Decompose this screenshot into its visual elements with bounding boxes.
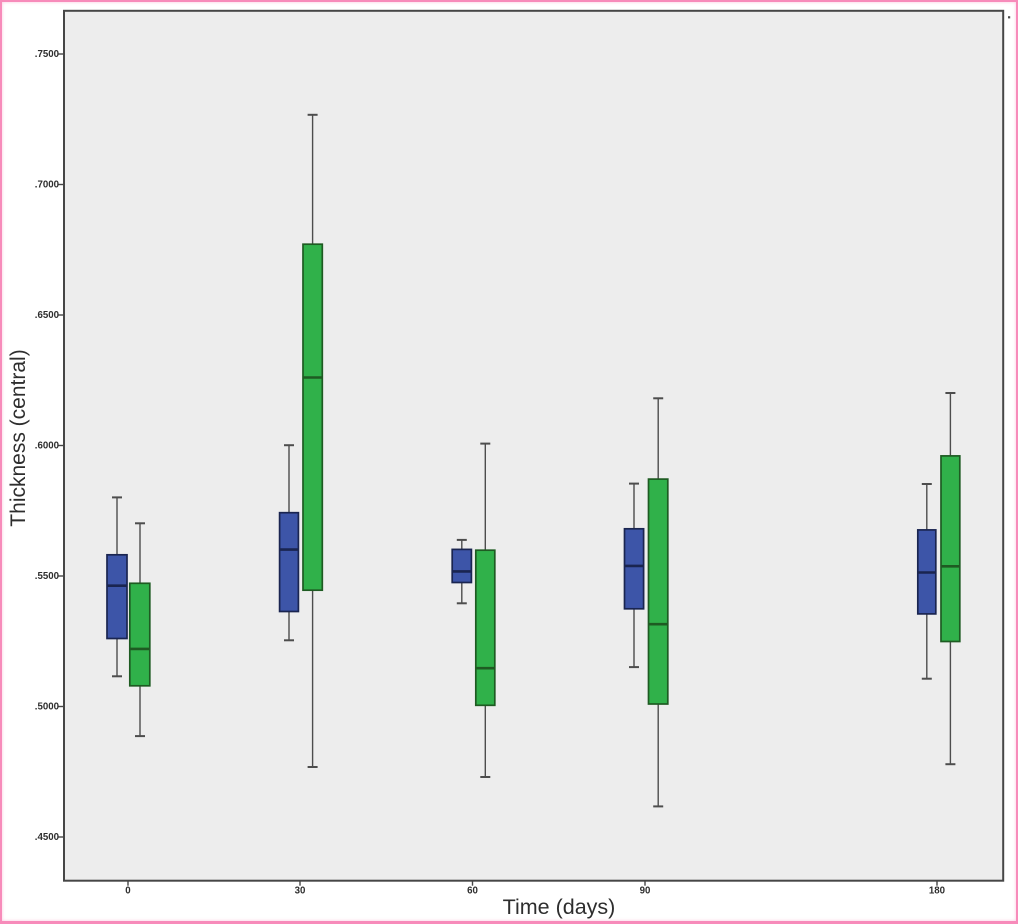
svg-text:.7500: .7500: [35, 49, 59, 60]
svg-text:.6500: .6500: [35, 310, 59, 321]
svg-text:30: 30: [295, 885, 306, 896]
svg-text:60: 60: [467, 885, 478, 896]
svg-text:.6000: .6000: [35, 441, 59, 452]
svg-text:.5000: .5000: [35, 702, 59, 713]
svg-text:.4500: .4500: [35, 832, 59, 843]
svg-text:0: 0: [125, 885, 130, 896]
svg-text:Thickness (central): Thickness (central): [7, 349, 30, 526]
svg-text:.7000: .7000: [35, 180, 59, 191]
svg-text:180: 180: [929, 885, 945, 896]
svg-text:Time (days): Time (days): [503, 895, 616, 919]
svg-text:.5500: .5500: [35, 571, 59, 582]
svg-text:90: 90: [640, 885, 651, 896]
